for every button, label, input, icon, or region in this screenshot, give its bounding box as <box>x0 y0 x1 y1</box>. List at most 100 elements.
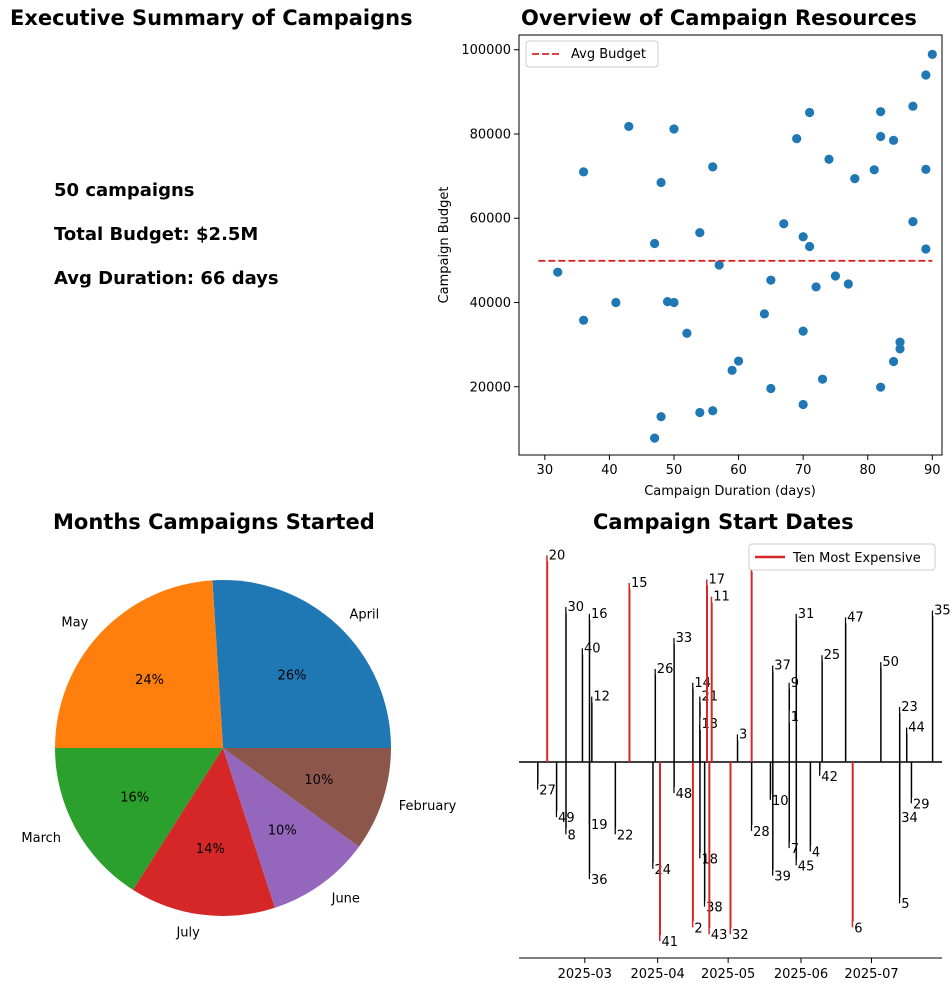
scatter-ytick-label: 60000 <box>470 212 511 227</box>
timeline-label-bg <box>933 603 952 617</box>
scatter-frame <box>518 34 943 456</box>
timeline-event-label: 11 <box>713 590 730 605</box>
timeline-label-bg <box>700 717 719 731</box>
timeline-label-bg <box>773 658 792 672</box>
scatter-point <box>921 164 931 174</box>
scatter-point <box>611 297 621 308</box>
timeline-label-bg <box>789 710 800 724</box>
scatter-point <box>708 162 718 172</box>
scatter-xtick-label: 70 <box>795 463 812 478</box>
scatter-point <box>656 177 666 188</box>
timeline-label-bg <box>853 921 864 935</box>
scatter-point <box>805 241 815 252</box>
timeline-label-bg <box>822 648 841 662</box>
timeline-event-label: 47 <box>847 610 864 625</box>
scatter-xtick-label: 90 <box>924 463 941 478</box>
timeline-event-label: 34 <box>901 811 918 826</box>
scatter-point <box>830 271 841 281</box>
timeline-label-bg <box>911 797 930 811</box>
timeline-event-label: 7 <box>791 842 799 857</box>
timeline-label-bg <box>655 662 674 675</box>
timeline-event-label: 45 <box>798 859 815 874</box>
summary-total-budget: Total Budget: $2.5M <box>54 224 259 245</box>
scatter-point <box>578 167 589 177</box>
scatter-ytick-label: 20000 <box>470 380 511 395</box>
scatter-legend-label: Avg Budget <box>571 47 646 62</box>
timeline-event-label: 8 <box>568 828 576 843</box>
scatter-point <box>779 219 789 229</box>
scatter-ylabel: Campaign Budget <box>437 187 452 304</box>
scatter-point <box>553 267 563 277</box>
timeline-event-label: 35 <box>934 603 951 618</box>
pie-slice-percent: 10% <box>268 824 297 839</box>
timeline-event-label: 40 <box>584 641 601 656</box>
timeline-label-bg <box>900 897 911 911</box>
timeline-xtick-label: 2025-03 <box>558 967 612 982</box>
timeline-label-bg <box>615 828 634 842</box>
scatter-point <box>669 297 679 308</box>
scatter-point <box>669 124 679 134</box>
timeline-label-bg <box>700 689 719 703</box>
timeline-event-label: 23 <box>901 700 918 715</box>
scatter-point <box>650 433 660 443</box>
scatter-point <box>921 70 931 80</box>
timeline-label-bg <box>907 720 926 734</box>
timeline-label-bg <box>752 824 771 838</box>
scatter-xtick-label: 80 <box>859 463 876 478</box>
pie-slice-label: May <box>61 615 88 630</box>
timeline-label-bg <box>629 575 648 589</box>
pie-slice-label: April <box>350 607 380 622</box>
timeline-chart: 2027304984016121936221524264133481422113… <box>519 543 952 982</box>
scatter-point <box>876 382 886 392</box>
scatter-point <box>817 374 828 384</box>
timeline-label-bg <box>538 783 557 797</box>
scatter-point <box>695 227 705 238</box>
timeline-event-label: 19 <box>591 818 608 833</box>
timeline-event-label: 37 <box>774 659 791 674</box>
scatter-point <box>714 260 724 270</box>
scatter-point <box>792 134 802 144</box>
pie-chart: April 26% May 24% March 16% July 14% June 10% Febr… <box>21 579 457 940</box>
timeline-event-label: 27 <box>539 784 556 799</box>
pie-slice-label: March <box>21 831 61 846</box>
timeline-event-label: 36 <box>591 873 608 888</box>
timeline-event-label: 28 <box>753 825 770 840</box>
timeline-label-bg <box>592 689 611 703</box>
timeline-legend: Ten Most Expensive <box>748 543 936 571</box>
scatter-point <box>682 328 692 338</box>
timeline-label-bg <box>712 589 731 603</box>
scatter-point <box>624 121 634 132</box>
scatter-point <box>759 309 770 319</box>
scatter-point <box>695 407 705 418</box>
timeline-legend-box <box>748 543 936 571</box>
scatter-xlabel: Campaign Duration (days) <box>644 484 816 499</box>
timeline-xtick-label: 2025-07 <box>844 967 898 982</box>
timeline-label-bg <box>547 548 566 562</box>
summary-campaigns: 50 campaigns <box>54 180 195 201</box>
timeline-event-label: 16 <box>591 607 608 622</box>
scatter-point <box>876 107 886 117</box>
timeline-event-label: 33 <box>676 631 693 646</box>
timeline-label-bg <box>566 600 585 613</box>
timeline-label-bg <box>810 845 821 859</box>
summary-avg-duration: Avg Duration: 66 days <box>54 268 279 289</box>
timeline-event-label: 1 <box>791 710 799 725</box>
scatter-point <box>708 406 718 416</box>
timeline-event-label: 9 <box>791 676 799 691</box>
timeline-event-label: 42 <box>821 770 838 785</box>
timeline-label-bg <box>590 606 608 620</box>
scatter-point <box>805 107 815 118</box>
scatter-point <box>656 412 666 422</box>
timeline-label-bg <box>738 727 749 741</box>
scatter-point <box>908 101 918 111</box>
pie-slice <box>212 579 391 748</box>
timeline-label-bg <box>707 572 726 586</box>
timeline-label-bg <box>674 631 693 644</box>
timeline-event-label: 22 <box>617 828 634 843</box>
scatter-point <box>850 174 860 184</box>
pie-slice <box>132 748 275 917</box>
timeline-label-bg <box>846 610 865 624</box>
summary-title: Executive Summary of Campaigns <box>10 6 413 30</box>
scatter-point <box>908 217 918 227</box>
